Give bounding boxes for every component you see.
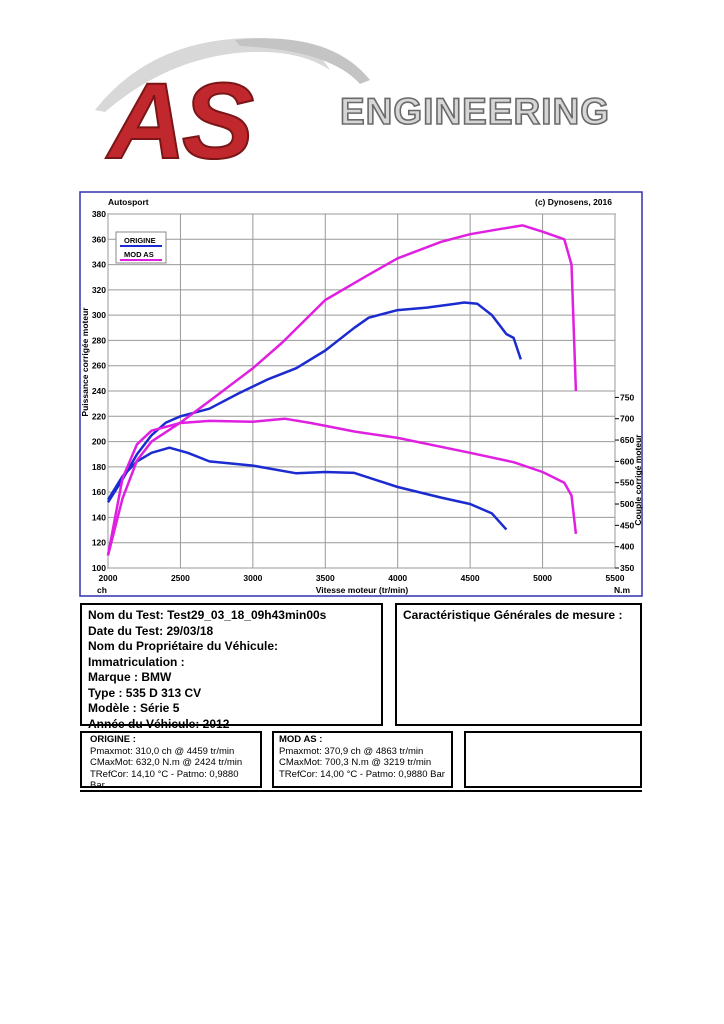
y-tick-label: 380 xyxy=(92,209,106,219)
y-tick-label: 100 xyxy=(92,563,106,573)
data-line xyxy=(106,446,508,531)
result-box: ORIGINE : Pmaxmot: 310,0 ch @ 4459 tr/min… xyxy=(80,731,262,791)
y-tick-label: 260 xyxy=(92,361,106,371)
x-axis-label: Vitesse moteur (tr/min) xyxy=(316,585,409,595)
chart-credit: (c) Dynosens, 2016 xyxy=(535,197,612,207)
y2-tick-label: 500 xyxy=(620,499,634,509)
result-line: TRefCor: 14,00 °C - Patmo: 0,9880 Bar xyxy=(279,768,445,780)
y2-tick-label: 350 xyxy=(620,563,634,573)
y-tick-label: 120 xyxy=(92,538,106,548)
result-line: TRefCor: 14,10 °C - Patmo: 0,9880 Bar xyxy=(90,768,239,792)
x-tick-label: 3000 xyxy=(243,573,262,583)
x-tick-label: 2500 xyxy=(171,573,190,583)
test-info-box: Nom du Test: Test29_03_18_09h43min00s Dat… xyxy=(80,603,383,731)
y-axis-label: Puissance corrigée moteur xyxy=(80,307,90,417)
info-line: Nom du Propriétaire du Véhicule: xyxy=(88,639,279,653)
y2-tick-label: 600 xyxy=(620,456,634,466)
legend-label: MOD AS xyxy=(124,250,154,259)
y2-unit: N.m xyxy=(614,585,631,595)
logo-word: ENGINEERING xyxy=(340,91,610,132)
info-line: Modèle : Série 5 xyxy=(88,701,180,715)
y2-tick-label: 650 xyxy=(620,435,634,445)
y-tick-label: 220 xyxy=(92,411,106,421)
empty-box xyxy=(464,731,642,788)
logo: AS ENGINEERING xyxy=(95,37,610,182)
result-line: Pmaxmot: 310,0 ch @ 4459 tr/min xyxy=(90,745,235,757)
logo-swoosh xyxy=(235,38,370,84)
y2-tick-label: 400 xyxy=(620,542,634,552)
result-line: Pmaxmot: 370,9 ch @ 4863 tr/min xyxy=(279,745,424,757)
logo-swoosh xyxy=(95,37,330,113)
result-title: ORIGINE : xyxy=(90,734,136,745)
x-tick-label: 4500 xyxy=(461,573,480,583)
y-tick-label: 320 xyxy=(92,285,106,295)
rule xyxy=(80,790,642,792)
y-tick-label: 140 xyxy=(92,512,106,522)
x-tick-label: 3500 xyxy=(316,573,335,583)
info-line: Immatriculation : xyxy=(88,654,185,669)
y-unit: ch xyxy=(97,585,107,595)
y-tick-label: 300 xyxy=(92,310,106,320)
general-box: Caractéristique Générales de mesure : xyxy=(395,603,642,726)
result-line: CMaxMot: 632,0 N.m @ 2424 tr/min xyxy=(90,757,243,768)
y2-axis-label: Couple corrigé moteur xyxy=(633,434,643,526)
info-line: Année du Véhicule: 2012 xyxy=(88,716,230,731)
legend-box xyxy=(115,231,167,264)
info-line: Type : 535 D 313 CV xyxy=(88,685,202,700)
y-tick-label: 180 xyxy=(92,462,106,472)
y-tick-label: 340 xyxy=(92,260,106,270)
x-tick-label: 2000 xyxy=(99,573,118,583)
y-tick-label: 240 xyxy=(92,386,106,396)
x-tick-label: 4000 xyxy=(388,573,407,583)
data-line xyxy=(106,417,578,556)
logo-mark: AS xyxy=(105,60,253,181)
y-tick-label: 360 xyxy=(92,234,106,244)
info-line: Date du Test: 29/03/18 xyxy=(88,623,214,638)
y-tick-label: 280 xyxy=(92,335,106,345)
legend-label: ORIGINE xyxy=(124,236,156,245)
y2-tick-label: 750 xyxy=(620,392,634,402)
chart: 2000 2500 3000 3500 4000 4500 5000 5500 100 120 14… xyxy=(80,197,643,595)
y2-tick-label: 700 xyxy=(620,414,634,424)
y2-tick-label: 550 xyxy=(620,478,634,488)
result-title: MOD AS : xyxy=(279,734,323,745)
general-title: Caractéristique Générales de mesure : xyxy=(403,608,623,622)
y-tick-label: 200 xyxy=(92,437,106,447)
result-box: MOD AS : Pmaxmot: 370,9 ch @ 4863 tr/min C… xyxy=(272,731,453,788)
info-line: Nom du Test: Test29_03_18_09h43min00s xyxy=(88,608,327,622)
page-graphics: AS ENGINEERING 2000 2500 3000 3500 4000 4500 5… xyxy=(79,37,643,597)
info-line: Marque : BMW xyxy=(88,670,172,684)
y2-tick-label: 450 xyxy=(620,520,634,530)
data-line xyxy=(106,224,578,556)
chart-frame xyxy=(79,191,643,597)
x-tick-label: 5000 xyxy=(533,573,552,583)
result-line: CMaxMot: 700,3 N.m @ 3219 tr/min xyxy=(279,757,432,768)
x-tick-label: 5500 xyxy=(606,573,625,583)
chart-title: Autosport xyxy=(108,197,149,207)
y-tick-label: 160 xyxy=(92,487,106,497)
